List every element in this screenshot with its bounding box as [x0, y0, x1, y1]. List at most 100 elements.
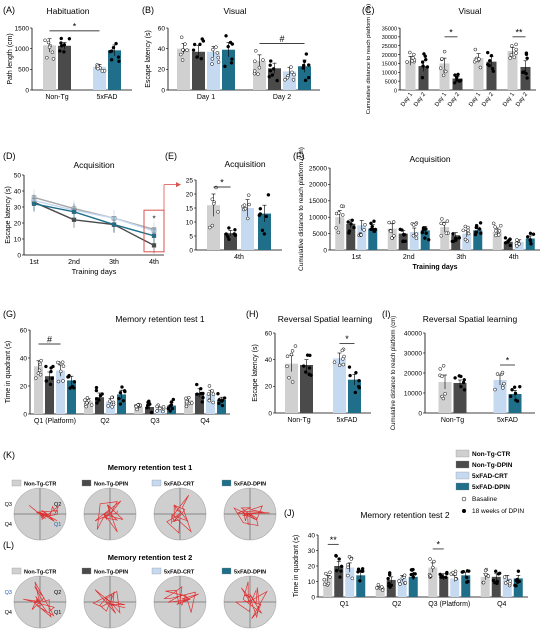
- data-point: [386, 576, 390, 581]
- data-point: [224, 232, 228, 236]
- data-point: [117, 59, 121, 64]
- bar: [450, 578, 460, 597]
- data-point: [487, 58, 492, 63]
- data-point: [356, 384, 361, 389]
- data-point: [184, 404, 189, 409]
- data-point: [268, 63, 272, 67]
- chart-title: Habituation: [46, 6, 89, 16]
- data-point: [440, 57, 444, 61]
- y-axis-label: Time in quadrant (s): [5, 341, 12, 403]
- x-tick-label: 5xFAD: [336, 417, 357, 424]
- data-point: [116, 55, 121, 59]
- legend-label: 18 weeks of DPIN: [472, 508, 524, 515]
- data-point: [450, 239, 455, 244]
- data-point: [341, 362, 346, 367]
- data-point: [169, 400, 174, 404]
- legend-marker: [462, 509, 466, 513]
- data-point: [210, 197, 215, 201]
- data-point: [72, 380, 77, 384]
- y-tick-label: 5: [189, 233, 193, 240]
- data-point: [502, 381, 506, 386]
- data-point: [211, 47, 215, 52]
- bar: [440, 227, 450, 250]
- data-point: [62, 43, 67, 47]
- data-point: [61, 379, 65, 383]
- data-point: [354, 370, 358, 375]
- x-tick-label: Day 2: [447, 91, 461, 108]
- x-tick-label: Day 2: [413, 91, 427, 108]
- significance-label: #: [279, 34, 284, 44]
- data-point: [254, 49, 258, 53]
- data-point: [486, 574, 491, 578]
- data-point: [252, 71, 257, 76]
- y-tick-label: 0: [268, 410, 272, 417]
- data-point: [408, 50, 412, 55]
- data-point: [483, 568, 488, 573]
- data-point: [307, 372, 311, 377]
- data-point: [118, 402, 123, 406]
- data-point: [391, 220, 396, 224]
- data-point: [373, 227, 378, 232]
- data-point: [260, 228, 265, 233]
- data-point: [424, 231, 428, 236]
- data-point: [151, 233, 157, 238]
- data-point: [200, 37, 204, 41]
- data-point: [83, 398, 87, 402]
- data-point: [349, 222, 353, 226]
- x-tick-label: 5xFAD: [96, 94, 117, 101]
- data-point: [441, 73, 446, 78]
- panel-c: 0 5000 10000 15000 20000 25000 30000 35000 Cumul…: [362, 4, 536, 114]
- y-tick-label: 40: [308, 532, 316, 539]
- bar: [420, 230, 430, 250]
- legend-label: 5xFAD-CRT: [164, 482, 195, 488]
- data-point: [484, 572, 488, 577]
- data-point: [180, 58, 185, 62]
- swim-trace: [28, 505, 59, 522]
- data-point: [170, 406, 175, 411]
- legend-swatch: [221, 479, 232, 487]
- data-point: [199, 386, 203, 391]
- x-tick-label: Day 1: [502, 91, 516, 108]
- panel-letter: (L): [3, 540, 14, 550]
- data-point: [451, 232, 455, 236]
- data-point: [445, 219, 450, 223]
- data-point: [477, 227, 482, 231]
- bar: [473, 58, 484, 90]
- data-point: [459, 374, 463, 379]
- data-point: [459, 78, 463, 83]
- data-point: [459, 384, 463, 389]
- data-point: [474, 58, 479, 62]
- bar: [258, 213, 271, 250]
- data-point: [111, 45, 116, 50]
- data-point: [514, 42, 518, 47]
- data-point: [257, 65, 262, 70]
- chart-title: Visual: [224, 6, 247, 16]
- y-tick-label: 15000: [309, 198, 327, 205]
- data-point: [512, 55, 517, 60]
- quadrant-label: Q4: [5, 610, 12, 616]
- data-point: [443, 575, 448, 580]
- data-point: [48, 382, 53, 387]
- y-tick-label: 25000: [382, 44, 397, 50]
- data-point: [217, 401, 221, 406]
- data-point: [512, 385, 517, 389]
- data-point: [524, 51, 529, 55]
- data-point: [497, 229, 502, 233]
- panel-b: 0 20 40 60 Escape latency (s) Visual (B) Day 1 D…: [142, 5, 320, 101]
- x-tick-label: Day 2: [481, 91, 495, 108]
- chart-title: Reversal Spatial learning: [423, 314, 518, 324]
- y-tick-label: 20: [158, 67, 166, 74]
- data-point: [214, 45, 218, 49]
- data-point: [108, 399, 112, 404]
- data-point: [46, 40, 51, 45]
- data-point: [227, 237, 231, 242]
- data-point: [513, 391, 518, 396]
- data-point: [479, 231, 483, 236]
- data-point: [508, 394, 513, 399]
- data-point: [328, 575, 332, 579]
- swim-trace: [163, 586, 199, 613]
- y-tick-label: 40: [20, 355, 28, 362]
- panel-i: 0 10000 20000 30000 40000 Cumulative distance…: [382, 309, 535, 430]
- significance-label: *: [152, 214, 155, 223]
- y-axis-label: Escape latency (s): [252, 344, 259, 402]
